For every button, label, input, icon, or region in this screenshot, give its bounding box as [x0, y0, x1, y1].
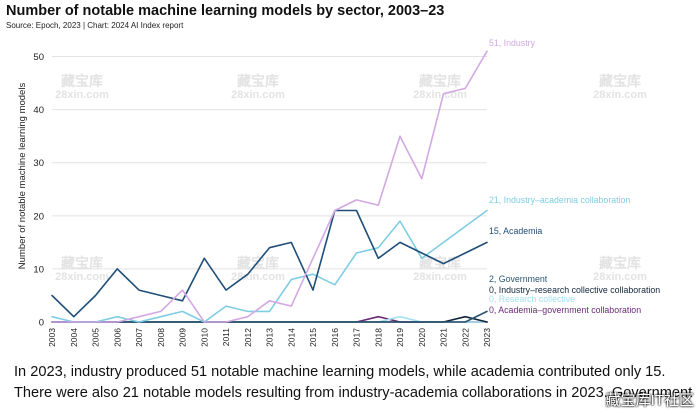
x-tick-label: 2015	[308, 328, 318, 347]
x-tick-label: 2007	[134, 328, 144, 347]
watermark-domain: 28xin.com	[413, 271, 467, 283]
series-line-government	[51, 310, 488, 323]
watermark-domain: 28xin.com	[55, 89, 109, 101]
watermark-logo-text: 藏宝库	[61, 73, 103, 89]
series-line-industry	[51, 50, 488, 323]
caption: In 2023, industry produced 51 notable ma…	[14, 362, 694, 404]
x-tick-label: 2005	[91, 328, 101, 347]
x-tick-label: 2011	[221, 328, 231, 347]
watermark-domain: 28xin.com	[55, 271, 109, 283]
x-tick-label: 2004	[69, 328, 79, 347]
x-tick-label: 2003	[47, 328, 57, 347]
series-end-label: 51, Industry	[489, 38, 536, 48]
x-tick-label: 2016	[330, 328, 340, 347]
watermark-logo-text: 藏宝库	[61, 255, 103, 271]
x-tick-label: 2018	[373, 328, 383, 347]
y-tick-label: 20	[33, 211, 44, 222]
y-tick-label: 30	[33, 158, 44, 169]
caption-line-2: There were also 21 notable models result…	[14, 385, 693, 401]
x-tick-label: 2013	[265, 328, 275, 347]
watermark-domain: 28xin.com	[593, 271, 647, 283]
y-tick-label: 0	[39, 318, 44, 329]
watermark-domain: 28xin.com	[593, 89, 647, 101]
y-axis-label: Number of notable machine learning model…	[17, 83, 28, 270]
corner-watermark: 藏宝库IT社区	[605, 392, 694, 409]
watermark-logo-text: 藏宝库	[599, 255, 641, 271]
watermark-logo-text: 藏宝库	[237, 73, 279, 89]
x-tick-label: 2012	[243, 328, 253, 347]
x-tick-label: 2017	[352, 328, 362, 347]
x-tick-label: 2006	[112, 328, 122, 347]
watermark-domain: 28xin.com	[231, 271, 285, 283]
x-tick-label: 2008	[156, 328, 166, 347]
x-tick-label: 2022	[460, 328, 470, 347]
x-tick-label: 2023	[482, 328, 492, 347]
x-tick-label: 2021	[439, 328, 449, 347]
x-tick-label: 2019	[395, 328, 405, 347]
watermark-logo-text: 藏宝库	[599, 73, 641, 89]
x-tick-label: 2020	[417, 328, 427, 347]
series-end-label: 15, Academia	[489, 226, 542, 236]
watermark-domain: 28xin.com	[413, 89, 467, 101]
series-end-label: 0, Academia–government collaboration	[489, 305, 641, 315]
caption-line-1: In 2023, industry produced 51 notable ma…	[14, 364, 666, 380]
watermark-logo-text: 藏宝库	[419, 73, 461, 89]
x-tick-label: 2010	[199, 328, 209, 347]
y-tick-label: 40	[33, 105, 44, 116]
series-line-academia	[51, 209, 488, 318]
watermark-logo-text: 藏宝库	[419, 255, 461, 271]
chart-title: Number of notable machine learning model…	[6, 3, 445, 19]
watermark-domain: 28xin.com	[231, 89, 285, 101]
y-tick-label: 50	[33, 52, 44, 63]
series-end-label: 0, Industry–research collective collabor…	[489, 285, 660, 295]
y-tick-label: 10	[33, 264, 44, 275]
series-end-label: 21, Industry–academia collaboration	[489, 195, 630, 205]
series-end-label: 2, Government	[489, 274, 548, 284]
series-end-label: 0, Research collective	[489, 294, 575, 304]
chart-source: Source: Epoch, 2023 | Chart: 2024 AI Ind…	[6, 21, 184, 30]
series-line-industry-academia-collaboration	[51, 209, 488, 323]
line-chart: 藏宝库28xin.com藏宝库28xin.com藏宝库28xin.com藏宝库2…	[17, 38, 660, 347]
x-tick-label: 2009	[178, 328, 188, 347]
x-tick-label: 2014	[286, 328, 296, 347]
